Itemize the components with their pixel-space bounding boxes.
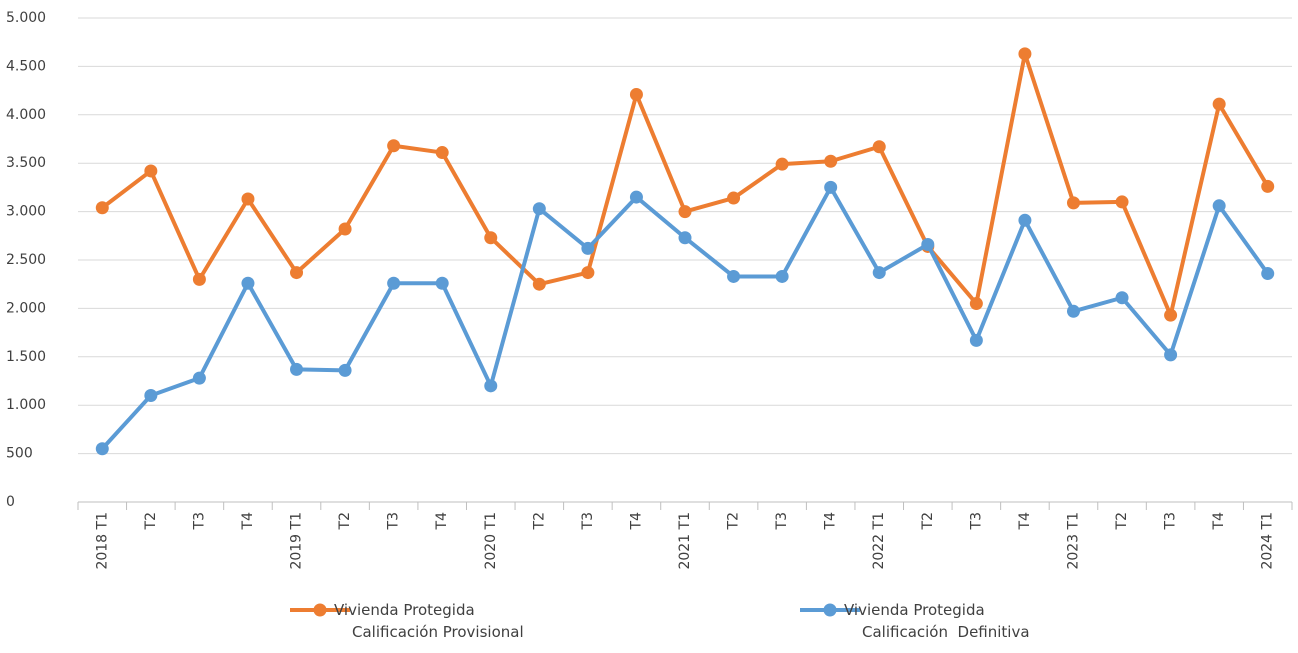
point [872,140,886,154]
point [1164,348,1178,362]
x-tick-label: T3 [580,512,596,530]
point [678,205,692,219]
point [435,276,449,290]
point [290,362,304,376]
point [1018,213,1032,227]
point [95,201,109,215]
x-tick-label: T4 [1211,512,1227,531]
point [921,238,935,252]
x-tick-label: 2020 T1 [483,512,499,570]
x-tick-label: 2023 T1 [1065,512,1081,570]
y-tick-label: 2.500 [6,252,46,268]
point [387,276,401,290]
y-tick-label: 3.000 [6,204,46,220]
x-tick-label: 2021 T1 [677,512,693,570]
point [192,371,206,385]
y-tick-label: 3.500 [6,155,46,171]
x-tick-label: 2019 T1 [289,512,305,570]
series-line [101,51,1270,318]
y-tick-label: 1.500 [6,349,46,365]
point [581,241,595,255]
point [435,146,449,160]
x-tick-label: T3 [968,512,984,530]
series-line [100,185,1270,451]
x-tick-label: 2022 T1 [871,512,887,570]
x-tick-label: T4 [1017,512,1033,531]
point [338,222,352,236]
point [1066,304,1080,318]
x-tick-label: T4 [823,512,839,531]
x-tick-label: T2 [531,512,547,530]
point [484,379,498,393]
point [241,192,255,206]
point [872,266,886,280]
y-tick-label: 1.000 [6,397,46,413]
point [969,333,983,347]
point [484,231,498,245]
point [1115,291,1129,305]
x-tick-label: T3 [386,512,402,530]
point [241,276,255,290]
legend-marker [313,603,327,617]
point [338,363,352,377]
point [629,190,643,204]
point [969,297,983,311]
point [1261,179,1275,193]
point [144,389,158,403]
point [192,272,206,286]
point [1261,267,1275,281]
point [1066,196,1080,210]
point [824,154,838,168]
legend-label: Vivienda Protegida Calificación Provisio… [334,601,524,641]
x-tick-label: T2 [726,512,742,530]
x-tick-label: T4 [628,512,644,531]
point [727,191,741,205]
x-tick-label: T3 [774,512,790,530]
y-tick-label: 500 [6,446,33,462]
point [144,164,158,178]
y-tick-label: 4.500 [6,58,46,74]
point [1212,199,1226,213]
point [678,231,692,245]
legend-label: Vivienda Protegida Calificación Definiti… [844,601,1030,641]
y-tick-label: 5.000 [6,10,46,26]
y-tick-label: 0 [6,494,15,510]
point [727,269,741,283]
x-tick-label: T4 [240,512,256,531]
point [629,87,643,101]
x-tick-label: T3 [1163,512,1179,530]
point [532,202,546,216]
point [1115,195,1129,209]
x-tick-label: T3 [191,512,207,530]
x-tick-label: 2024 T1 [1260,512,1276,570]
point [290,266,304,280]
point [581,266,595,280]
x-tick-label: T2 [1114,512,1130,530]
x-tick-label: 2018 T1 [94,512,110,570]
legend-marker [823,603,837,617]
point [1018,47,1032,61]
point [775,157,789,171]
y-tick-label: 4.000 [6,107,46,123]
point [95,442,109,456]
x-tick-label: T2 [920,512,936,530]
point [824,180,838,194]
point [387,139,401,153]
x-tick-label: T2 [337,512,353,530]
y-tick-label: 2.000 [6,300,46,316]
x-tick-label: T4 [434,512,450,531]
point [532,277,546,291]
point [775,269,789,283]
point [1164,308,1178,322]
point [1212,97,1226,111]
x-tick-label: T2 [143,512,159,530]
